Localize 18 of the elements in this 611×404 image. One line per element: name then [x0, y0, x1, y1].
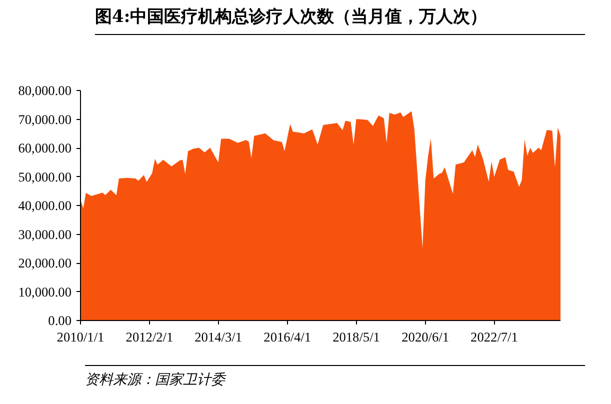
x-tick-label: 2020/6/1: [402, 330, 450, 344]
x-tick-label: 2016/4/1: [264, 330, 312, 344]
y-tick-label: 80,000.00: [18, 83, 72, 98]
y-tick-label: 10,000.00: [18, 284, 72, 300]
y-tick-label: 20,000.00: [18, 256, 72, 270]
x-tick-label: 2018/5/1: [332, 330, 380, 344]
x-tick-label: 2022/7/1: [470, 330, 518, 344]
x-tick-label: 2012/2/1: [126, 330, 174, 344]
y-tick-label: 60,000.00: [18, 140, 72, 156]
x-tick-label: 2010/1/1: [56, 330, 104, 344]
y-tick-label: 70,000.00: [18, 112, 72, 127]
chart-title: 图4:中国医疗机构总诊疗人次数（当月值，万人次）: [95, 6, 488, 29]
y-tick-label: 0.00: [48, 313, 72, 328]
y-tick-label: 40,000.00: [18, 198, 72, 213]
y-tick-label: 50,000.00: [18, 169, 72, 184]
text: 资料来源：国家卫计委: [85, 371, 225, 390]
x-tick-label: 2014/3/1: [194, 330, 242, 344]
y-tick-label: 30,000.00: [18, 226, 72, 242]
